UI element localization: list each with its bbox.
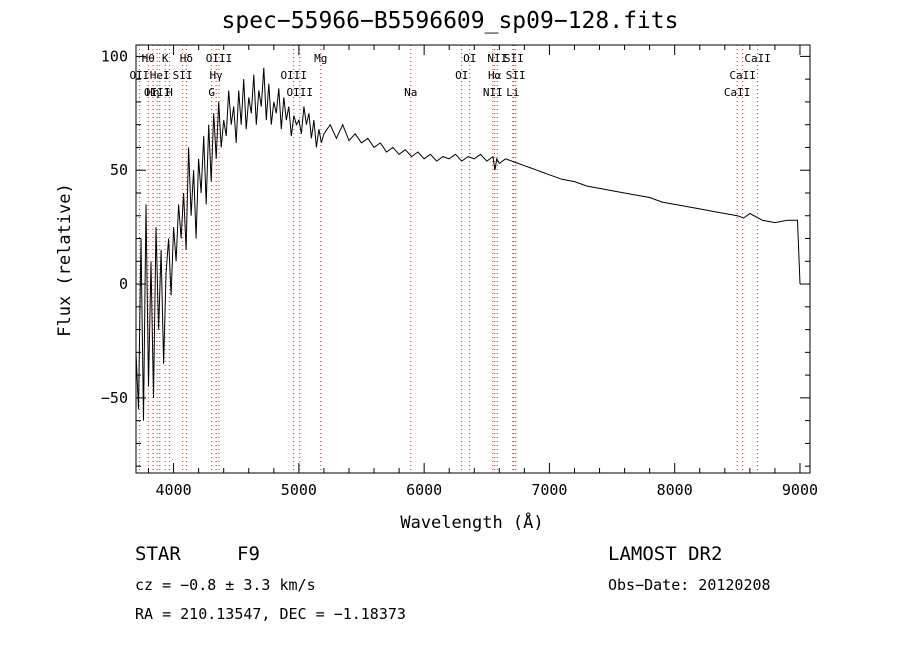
spectral-line-label: CaII: [724, 86, 751, 99]
tick-labels: 4000 5000 6000 7000 8000 9000 −50 0 50 100: [101, 47, 818, 499]
spectral-line-label: H: [166, 86, 173, 99]
spectral-line-label: Li: [506, 86, 519, 99]
coordinates: RA = 210.13547, DEC = −1.18373: [135, 605, 406, 623]
x-tick-label: 7000: [531, 481, 567, 499]
spectral-subclass: F9: [237, 543, 260, 565]
y-axis-label: Flux (relative): [55, 183, 75, 337]
spectral-line-label: Na: [404, 86, 417, 99]
x-axis-label: Wavelength (Å): [400, 511, 543, 533]
spectral-line-label: Hδ: [180, 52, 193, 65]
spectral-line-label: SII: [173, 69, 193, 82]
spectral-line-label: SII: [506, 69, 526, 82]
spectral-line-label: OI: [455, 69, 468, 82]
spectral-line-label: NII: [483, 86, 503, 99]
observation-date: Obs−Date: 20120208: [608, 576, 771, 594]
object-class: STAR: [135, 543, 181, 565]
spectral-line-label: OI: [463, 52, 476, 65]
redshift-info: cz = −0.8 ± 3.3 km/s: [135, 576, 316, 594]
spectral-line-label: Hα: [488, 69, 502, 82]
spectral-line-label: OIII: [286, 86, 313, 99]
spectral-line-label: OIII: [280, 69, 307, 82]
x-tick-label: 6000: [406, 481, 442, 499]
spectral-line-label: CaII: [744, 52, 771, 65]
x-tick-label: 5000: [281, 481, 317, 499]
line-markers: [138, 45, 759, 473]
spectral-line-label: G: [208, 86, 215, 99]
spectral-line-label: Hη: [146, 86, 159, 99]
y-tick-label: 0: [119, 275, 128, 293]
spectral-line-label: HeI: [150, 69, 170, 82]
series-group: [135, 67, 801, 421]
plot-frame: [135, 44, 811, 474]
spectral-line-label: Hγ: [210, 69, 224, 82]
x-tick-label: 4000: [156, 481, 192, 499]
axes: [135, 44, 811, 474]
spectral-line-label: CaII: [729, 69, 756, 82]
spectral-line-label: K: [162, 52, 169, 65]
x-tick-label: 9000: [782, 481, 818, 499]
chart-title: spec−55966−B5596609_sp09−128.fits: [221, 8, 679, 34]
spectral-line-label: OIII: [144, 86, 171, 99]
y-tick-label: 100: [101, 47, 128, 65]
y-tick-label: 50: [110, 161, 128, 179]
y-tick-label: −50: [101, 389, 128, 407]
spectrum-line: [135, 67, 801, 421]
spectral-line-label: OIII: [206, 52, 233, 65]
spectral-line-label: Hθ: [142, 52, 155, 65]
x-tick-label: 8000: [657, 481, 693, 499]
spectral-line-label: Mg: [314, 52, 327, 65]
spectral-line-label: NII: [487, 52, 507, 65]
survey-name: LAMOST DR2: [608, 543, 723, 565]
spectral-line-label: SII: [504, 52, 524, 65]
spectral-line-label: OII: [129, 69, 149, 82]
